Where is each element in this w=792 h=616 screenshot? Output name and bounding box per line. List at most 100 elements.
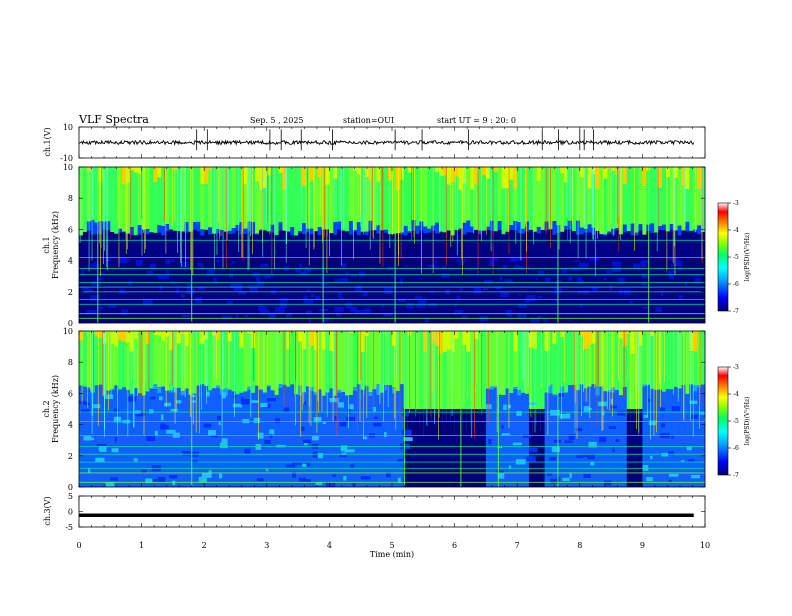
spectrogram-transition-cell: [556, 225, 561, 233]
spectrogram-hiss-cell: [502, 331, 507, 398]
spectrogram-intensity-cell: [146, 331, 151, 344]
spectrogram-transition-cell: [588, 224, 593, 232]
spectrogram-low-band-cell: [678, 235, 683, 323]
spectrogram-low-band-cell: [494, 231, 499, 323]
spectrogram-noise-patch: [91, 281, 100, 286]
spectrogram-transition-cell: [513, 387, 518, 389]
spectrogram-transition-cell: [470, 227, 475, 233]
spectrogram-low-band-cell: [126, 390, 131, 487]
spectrogram-low-band-cell: [232, 234, 237, 323]
spectrogram-hiss-cell: [568, 331, 573, 387]
spectrogram-noise-patch: [609, 426, 616, 429]
spectrogram-noise-patch: [415, 296, 423, 298]
spectrogram-noise-patch: [568, 277, 572, 281]
spectrogram-noise-patch: [160, 275, 169, 279]
spectrogram-hiss-cell: [243, 331, 248, 402]
spectrogram-transition-cell: [298, 231, 303, 233]
spectrogram-hiss-cell: [490, 167, 495, 221]
spectrogram-intensity-cell: [494, 167, 499, 172]
spectrogram-noise-patch: [610, 406, 617, 409]
spectrogram-noise-patch: [359, 272, 365, 277]
spectrogram-noise-patch: [599, 437, 606, 442]
spectrogram-hiss-cell: [290, 167, 295, 227]
colorbar-tick-label: -4: [733, 391, 739, 398]
spectrogram-low-band-cell: [443, 409, 448, 487]
spectrogram-transition-cell: [114, 385, 119, 386]
spectrogram-noise-patch: [186, 284, 190, 289]
spectrogram-hiss-cell: [290, 331, 295, 390]
ch1-colorbar-label: log(PSD)(V²/Hz): [744, 233, 751, 282]
spectrogram-hiss-cell: [490, 331, 495, 387]
spectrogram-low-band-cell: [228, 390, 233, 487]
spectrogram-transition-cell: [623, 225, 628, 233]
spectrogram-hiss-cell: [678, 167, 683, 226]
spectrogram-transition-cell: [462, 223, 467, 235]
spectrogram-hiss-cell: [157, 331, 162, 387]
spectrogram-low-band-cell: [678, 388, 683, 487]
spectrogram-low-band-cell: [478, 409, 483, 487]
spectrogram-noise-patch: [332, 474, 336, 476]
spectrogram-noise-patch: [81, 287, 88, 290]
spectrogram-hiss-cell: [529, 167, 534, 237]
spectrogram-noise-patch: [620, 289, 623, 291]
spectrogram-noise-patch: [624, 290, 632, 295]
spectrogram-hiss-cell: [329, 167, 334, 238]
spectrogram-low-band-cell: [134, 389, 139, 487]
spectrogram-hiss-cell: [435, 167, 440, 223]
spectrogram-noise-patch: [241, 399, 250, 405]
spectrogram-noise-patch: [543, 319, 547, 322]
spectrogram-transition-cell: [427, 229, 432, 233]
spectrogram-noise-patch: [227, 301, 233, 305]
spectrogram-low-band-cell: [556, 233, 561, 323]
spectrogram-low-band-cell: [564, 230, 569, 323]
spectrogram-intensity-cell: [545, 331, 550, 351]
spectrogram-noise-patch: [84, 435, 92, 440]
spectrogram-noise-patch: [121, 309, 128, 315]
spectrogram-hiss-cell: [298, 167, 303, 231]
ch1-colorbar: -3-4-5-6-7 log(PSD)(V²/Hz): [718, 200, 751, 315]
spectrogram-intensity-cell: [470, 167, 475, 189]
spectrogram-noise-patch: [613, 267, 622, 273]
spectrogram-noise-patch: [115, 437, 117, 442]
spectrogram-noise-patch: [164, 403, 171, 407]
spectrogram-hiss-cell: [181, 331, 186, 391]
spectrogram-transition-cell: [310, 387, 315, 391]
spectrogram-noise-patch: [646, 477, 653, 481]
spectrogram-transition-cell: [325, 392, 330, 393]
spectrogram-noise-patch: [671, 265, 674, 268]
spectrogram-transition-cell: [537, 227, 542, 233]
spectrogram-hiss-cell: [525, 331, 530, 400]
spectrogram-transition-cell: [466, 220, 471, 232]
spectrogram-noise-patch: [311, 294, 315, 297]
spectrogram-hiss-cell: [102, 167, 107, 222]
spectrogram-low-band-cell: [79, 385, 84, 487]
spectrogram-noise-patch: [260, 403, 267, 407]
spectrogram-transition-cell: [580, 228, 585, 235]
spectrogram-hiss-cell: [79, 167, 84, 237]
spectrogram-low-band-cell: [439, 409, 444, 487]
spectrogram-transition-cell: [102, 222, 107, 230]
spectrogram-low-band-cell: [682, 230, 687, 323]
x-tick-label: 4: [327, 541, 332, 550]
spectrogram-hiss-cell: [275, 167, 280, 236]
y-tick-label: 4: [68, 257, 73, 266]
spectrogram-noise-patch: [181, 293, 185, 297]
spectrogram-transition-cell: [552, 394, 557, 395]
spectrogram-transition-cell: [337, 390, 342, 393]
spectrogram-low-band-cell: [482, 409, 487, 487]
spectrogram-noise-patch: [222, 392, 226, 398]
spectrogram-transition-cell: [415, 226, 420, 234]
spectrogram-noise-patch: [497, 471, 504, 473]
spectrogram-low-band-cell: [451, 409, 456, 487]
spectrogram-hiss-cell: [521, 167, 526, 229]
spectrogram-intensity-cell: [443, 167, 448, 176]
spectrogram-noise-patch: [384, 288, 392, 294]
spectrogram-noise-patch: [249, 288, 257, 292]
spectrogram-transition-cell: [693, 386, 698, 392]
spectrogram-noise-patch: [134, 458, 138, 461]
spectrogram-low-band-cell: [345, 232, 350, 323]
spectrogram-low-band-cell: [204, 230, 209, 323]
spectrogram-hiss-cell: [208, 331, 213, 398]
colorbar-tick-label: -3: [733, 200, 739, 207]
spectrogram-low-band-cell: [419, 409, 424, 487]
